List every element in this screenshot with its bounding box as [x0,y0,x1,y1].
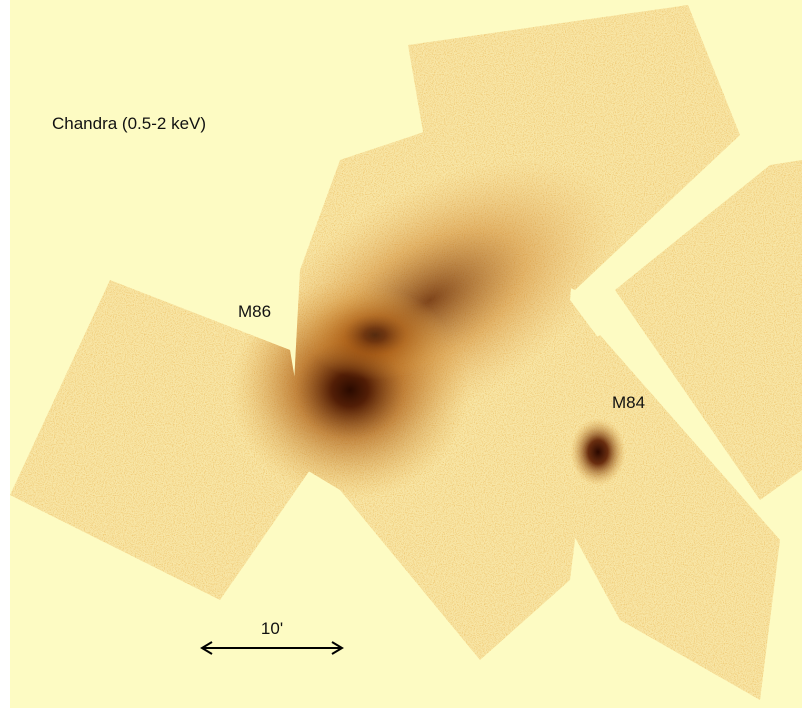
galaxy-label: M86 [238,302,271,321]
title: Chandra (0.5-2 keV) [52,114,206,133]
galaxy-label: M84 [612,393,645,412]
scale-label: 10' [261,619,283,638]
page: Chandra (0.5-2 keV) M86 M84 10' (() => {… [0,0,802,708]
xray-image: Chandra (0.5-2 keV) M86 M84 10' [0,0,802,708]
